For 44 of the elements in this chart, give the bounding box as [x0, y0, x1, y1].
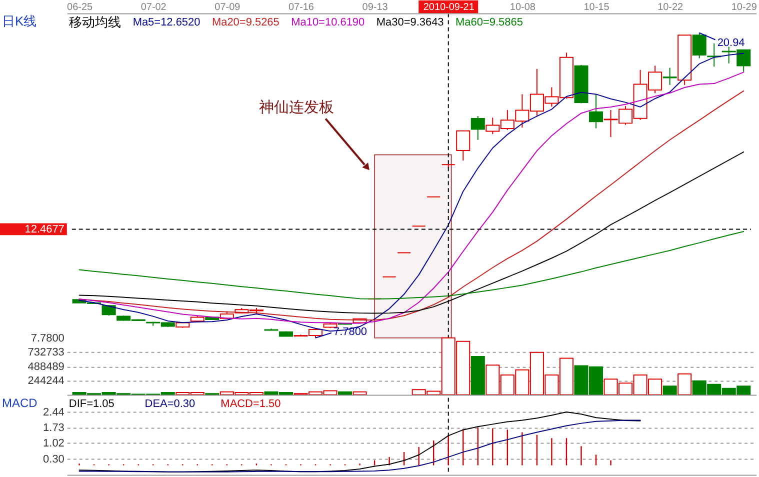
- y-tick-label: 1.02: [43, 438, 64, 450]
- y-tick-label: 12.4677: [24, 224, 64, 236]
- x-tick-label: 09-13: [362, 2, 388, 13]
- x-tick-label: 06-25: [67, 2, 93, 13]
- y-tick-label: 0.30: [43, 453, 64, 466]
- text: MACD=1.50: [220, 398, 281, 410]
- x-tick-label: 2010-09-21: [423, 2, 475, 13]
- x-tick-label: 10-29: [731, 2, 758, 13]
- y-tick-label: 732733: [28, 346, 64, 359]
- text: Ma10=10.6190: [291, 16, 365, 28]
- bar: [470, 356, 485, 396]
- annotation: 7.7800: [333, 326, 368, 338]
- x-tick-label: 10-22: [658, 2, 684, 13]
- text: Ma60=9.5865: [456, 16, 523, 28]
- candlestick: [470, 116, 485, 140]
- bar: [678, 373, 692, 396]
- x-tick-label: 10-08: [510, 2, 536, 13]
- x-tick-label: 07-09: [214, 2, 241, 13]
- candlestick: [456, 130, 470, 162]
- x-tick-label: 07-02: [140, 2, 167, 13]
- bar: [662, 386, 677, 396]
- y-tick-label: 488489: [28, 360, 64, 373]
- candlestick: [692, 32, 706, 59]
- chart-title: MACD: [2, 396, 38, 410]
- annotation: 20.94: [717, 36, 745, 49]
- text: DEA=0.30: [144, 398, 196, 410]
- y-tick-label: 1.73: [43, 422, 64, 434]
- y-tick-label: 7.7800: [30, 332, 64, 344]
- x-tick-label: 10-15: [584, 2, 610, 13]
- text: Ma30=9.3643: [376, 16, 444, 28]
- text: Ma20=9.5265: [212, 16, 280, 28]
- legend-title: 移动均线: [68, 14, 121, 30]
- bar: [338, 391, 352, 396]
- y-tick-label: 2.44: [43, 406, 64, 419]
- annotation: 神仙连发板: [259, 98, 334, 116]
- y-tick-label: 244244: [28, 375, 64, 388]
- chart-title: 日K线: [2, 13, 37, 28]
- candlestick: [662, 67, 677, 86]
- x-tick-label: 07-16: [288, 2, 314, 13]
- line-series: [78, 230, 744, 300]
- text: DIF=1.05: [68, 398, 114, 410]
- bar: [352, 391, 367, 396]
- text: Ma5=12.6520: [132, 16, 200, 28]
- candlestick: [588, 93, 604, 129]
